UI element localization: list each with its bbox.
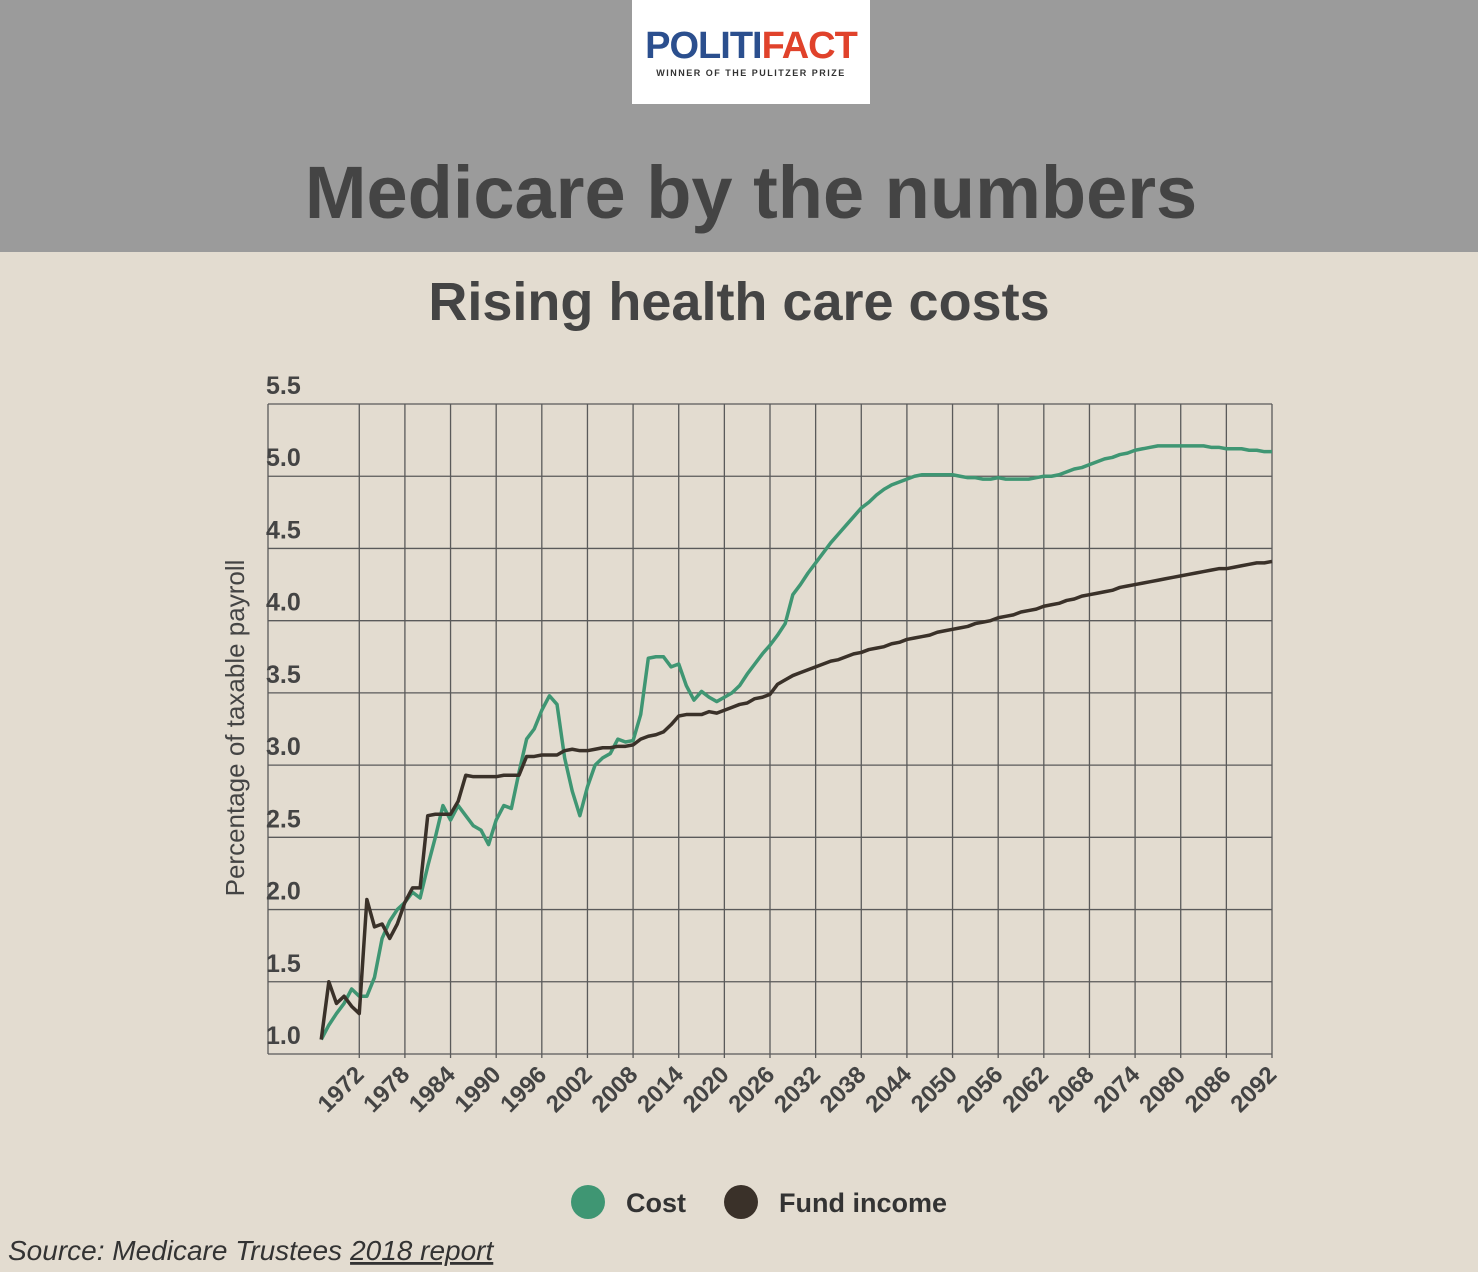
x-tick-label: 2056 xyxy=(952,1061,1009,1118)
x-tick-label: 1990 xyxy=(450,1061,507,1118)
x-tick-label: 2008 xyxy=(586,1061,643,1118)
y-tick-label: 2.5 xyxy=(266,805,301,833)
x-tick-label: 1996 xyxy=(495,1061,552,1118)
x-tick-label: 2038 xyxy=(815,1061,872,1118)
y-tick-label: 4.5 xyxy=(266,516,301,544)
logo-tagline: WINNER OF THE PULITZER PRIZE xyxy=(656,68,846,78)
x-tick-label: 2062 xyxy=(997,1061,1054,1118)
series-line xyxy=(319,559,1273,1040)
x-tick-label: 2086 xyxy=(1180,1061,1237,1118)
source: Source: Medicare Trustees 2018 report xyxy=(8,1235,494,1266)
x-tick-label: 2002 xyxy=(541,1061,598,1118)
logo-box xyxy=(632,0,870,104)
legend-label: Fund income xyxy=(779,1188,947,1218)
y-tick-label: 1.0 xyxy=(266,1022,301,1050)
y-tick-label: 3.5 xyxy=(266,661,301,689)
x-tick-label: 2032 xyxy=(769,1061,826,1118)
y-tick-label: 1.5 xyxy=(266,950,301,978)
y-tick-label: 5.0 xyxy=(266,444,301,472)
x-tick-label: 2092 xyxy=(1225,1061,1282,1118)
x-tick-label: 1978 xyxy=(358,1061,415,1118)
source-link[interactable]: 2018 report xyxy=(349,1235,494,1266)
x-tick-label: 2080 xyxy=(1134,1061,1191,1118)
logo: POLITIFACT xyxy=(645,25,857,67)
x-tick-label: 2020 xyxy=(678,1061,735,1118)
legend-label: Cost xyxy=(626,1188,686,1218)
plot: 1.01.52.02.53.03.54.04.55.05.51972197819… xyxy=(266,372,1282,1219)
y-axis-label: Percentage of taxable payroll xyxy=(220,560,250,897)
x-tick-label: 1984 xyxy=(404,1061,461,1118)
source-text: Source: Medicare Trustees xyxy=(8,1235,342,1266)
x-tick-label: 2014 xyxy=(632,1061,689,1118)
series-line xyxy=(319,444,1272,1041)
y-tick-label: 5.5 xyxy=(266,372,301,400)
x-tick-label: 2074 xyxy=(1088,1061,1145,1118)
legend-swatch xyxy=(571,1185,605,1219)
page-title: Medicare by the numbers xyxy=(305,151,1197,234)
x-tick-label: 2050 xyxy=(906,1061,963,1118)
x-tick-label: 1972 xyxy=(313,1061,370,1118)
x-tick-label: 2026 xyxy=(723,1061,780,1118)
x-tick-label: 2068 xyxy=(1043,1061,1100,1118)
y-tick-label: 3.0 xyxy=(266,733,301,761)
logo-part: POLITI xyxy=(645,25,761,67)
y-tick-label: 4.0 xyxy=(266,589,301,617)
x-tick-label: 2044 xyxy=(860,1061,917,1118)
legend-swatch xyxy=(724,1185,758,1219)
y-tick-label: 2.0 xyxy=(266,878,301,906)
logo-part: FACT xyxy=(762,25,858,67)
chart-title: Rising health care costs xyxy=(428,272,1049,332)
